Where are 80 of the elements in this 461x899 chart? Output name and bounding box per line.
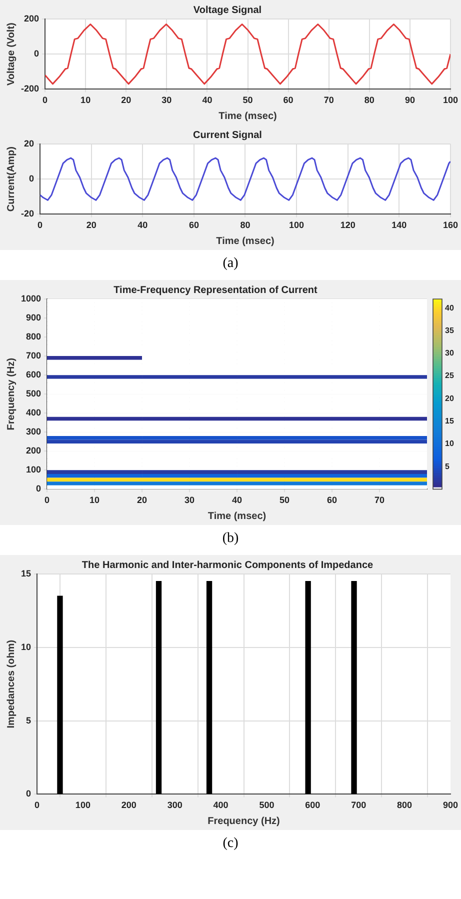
y-tick-label: 200 (24, 13, 40, 24)
x-tick-label: 100 (442, 95, 458, 106)
x-axis-title: Time (msec) (208, 510, 266, 522)
x-tick-label: 70 (374, 495, 385, 506)
x-tick-label: 0 (42, 95, 48, 106)
y-tick-label: 5 (26, 715, 32, 726)
x-tick-label: 900 (442, 800, 458, 810)
y-tick-label: -200 (21, 84, 40, 94)
y-tick-label: 900 (26, 312, 42, 323)
y-tick-label: 20 (24, 138, 34, 148)
text: (c) (222, 835, 240, 853)
color-bar-label: 20 (445, 394, 454, 403)
y-axis-title: Voltage (Volt) (6, 22, 17, 86)
x-tick-label: 20 (86, 220, 96, 230)
color-bar-label: 25 (445, 371, 454, 380)
y-axis-title: Frequency (Hz) (6, 358, 17, 430)
y-tick-label: 0 (36, 484, 42, 494)
color-bar-label: 5 (445, 462, 450, 471)
y-axis-title: Current(Amp) (6, 146, 17, 212)
x-tick-label: 800 (397, 800, 412, 810)
y-axis-title: Impedances (ohm) (6, 640, 17, 728)
y-tick-label: 300 (26, 426, 42, 437)
y-tick-label: 15 (20, 568, 32, 578)
x-tick-label: 20 (121, 95, 132, 106)
chart-title: Current Signal (193, 130, 262, 141)
x-tick-label: 50 (242, 95, 253, 106)
color-bar-label: 10 (445, 439, 454, 448)
color-bar-label: 35 (445, 326, 454, 335)
chart-title: Voltage Signal (193, 4, 262, 16)
x-tick-label: 500 (259, 800, 274, 810)
x-axis-title: Time (msec) (218, 110, 277, 122)
y-tick-label: 700 (26, 350, 42, 361)
y-tick-label: 1000 (20, 293, 42, 304)
x-tick-label: 30 (184, 495, 195, 506)
y-tick-label: 400 (26, 408, 42, 418)
x-tick-label: 60 (327, 495, 338, 506)
y-tick-label: 100 (26, 464, 42, 475)
x-tick-label: 50 (280, 495, 290, 506)
x-tick-label: 20 (137, 495, 148, 506)
x-tick-label: 80 (240, 220, 250, 230)
color-bar-label: 40 (445, 303, 454, 312)
x-tick-label: 100 (75, 800, 90, 810)
x-tick-label: 30 (162, 95, 172, 106)
x-tick-label: 60 (188, 220, 199, 230)
text: (a) (222, 255, 240, 273)
x-axis-title: Frequency (Hz) (208, 816, 280, 827)
y-tick-label: 500 (26, 388, 42, 399)
y-tick-label: 0 (28, 174, 34, 184)
text: (b) (221, 530, 240, 548)
x-tick-label: 0 (44, 495, 50, 506)
x-tick-label: 160 (442, 220, 458, 230)
x-tick-label: 40 (232, 495, 242, 506)
x-tick-label: 40 (138, 220, 148, 230)
x-tick-label: 90 (404, 95, 415, 106)
x-tick-label: 10 (80, 95, 91, 106)
y-tick-label: 600 (26, 370, 42, 380)
x-axis-title: Time (msec) (216, 236, 274, 247)
y-tick-label: 0 (26, 788, 32, 799)
x-tick-label: 400 (213, 800, 228, 810)
x-tick-label: 120 (340, 220, 356, 230)
y-tick-label: 800 (26, 332, 42, 342)
y-tick-label: 0 (34, 48, 40, 59)
chart-title: The Harmonic and Inter-harmonic Components of Impedance (82, 560, 374, 571)
y-tick-label: -20 (20, 208, 34, 219)
x-tick-label: 200 (121, 800, 136, 810)
color-bar-label: 15 (445, 416, 454, 426)
x-tick-label: 10 (90, 495, 100, 506)
x-tick-label: 40 (202, 95, 212, 106)
chart-title: Time-Frequency Representation of Current (114, 284, 318, 296)
x-tick-label: 70 (324, 95, 334, 106)
x-tick-label: 60 (283, 95, 294, 106)
x-tick-label: 80 (364, 95, 374, 106)
x-tick-label: 700 (351, 800, 366, 810)
x-tick-label: 300 (167, 800, 182, 810)
y-tick-label: 200 (26, 446, 42, 456)
x-tick-label: 100 (289, 220, 304, 230)
color-bar-label: 30 (445, 348, 454, 358)
x-tick-label: 140 (392, 220, 407, 230)
x-tick-label: 600 (305, 800, 320, 810)
y-tick-label: 10 (20, 642, 32, 652)
